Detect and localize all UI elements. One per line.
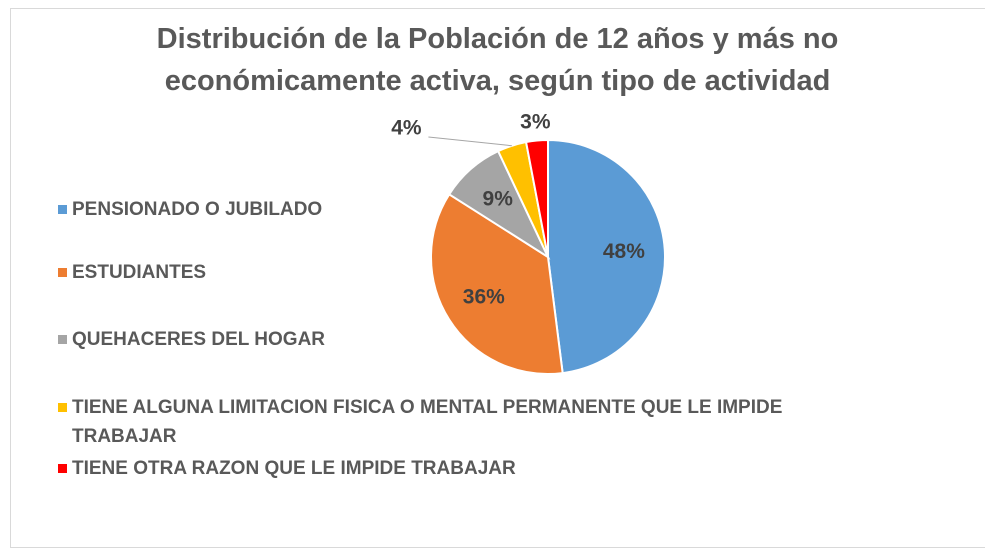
legend-swatch bbox=[58, 205, 67, 214]
legend-swatch bbox=[58, 464, 67, 473]
legend-label: PENSIONADO O JUBILADO bbox=[72, 199, 323, 220]
pie-slice bbox=[547, 138, 666, 375]
data-label: 36% bbox=[463, 285, 505, 308]
data-label: 48% bbox=[603, 240, 645, 263]
legend-item: TIENE OTRA RAZON QUE LE IMPIDE TRABAJAR bbox=[58, 454, 858, 483]
data-label: 4% bbox=[391, 117, 422, 140]
legend-swatch bbox=[58, 268, 67, 277]
legend-item: ESTUDIANTES bbox=[58, 258, 858, 287]
chart-title: Distribución de la Población de 12 años … bbox=[156, 23, 839, 97]
leader-line bbox=[428, 136, 512, 147]
legend-label: TIENE ALGUNA LIMITACION FISICA O MENTAL … bbox=[72, 397, 783, 447]
legend-label: QUEHACERES DEL HOGAR bbox=[72, 329, 326, 350]
legend-label: ESTUDIANTES bbox=[72, 262, 207, 283]
legend-swatch bbox=[58, 335, 67, 344]
page: Distribución de la Población de 12 años … bbox=[10, 8, 985, 548]
chart: 48% 36% 9% 4% 3% bbox=[391, 111, 666, 375]
pie-slice bbox=[430, 192, 564, 375]
legend-label: TIENE OTRA RAZON QUE LE IMPIDE TRABAJAR bbox=[72, 458, 516, 479]
legend-item: TIENE ALGUNA LIMITACION FISICA O MENTAL … bbox=[58, 393, 858, 451]
legend-item: QUEHACERES DEL HOGAR bbox=[58, 325, 858, 354]
legend-item: PENSIONADO O JUBILADO bbox=[58, 195, 858, 224]
legend-swatch bbox=[58, 403, 67, 412]
pie-slice bbox=[524, 138, 549, 258]
data-label: 3% bbox=[520, 111, 551, 134]
data-label: 9% bbox=[483, 188, 514, 211]
